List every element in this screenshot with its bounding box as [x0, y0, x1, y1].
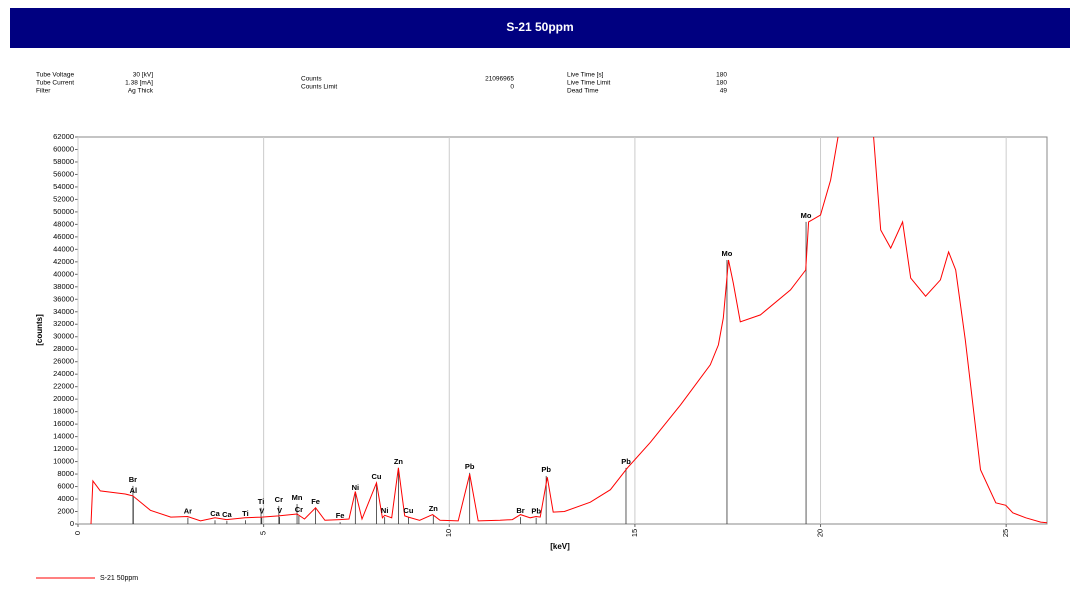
info-value: 1.38 [mA]: [125, 80, 153, 87]
y-tick-label: 20000: [53, 394, 74, 403]
header-bar: [10, 8, 1070, 48]
info-value: Ag Thick: [128, 88, 154, 95]
peak-label: Fe: [336, 511, 345, 520]
peak-label: Ca: [210, 509, 220, 518]
peak-label: Cr: [275, 495, 283, 504]
peak-label: Mo: [722, 249, 733, 258]
peak-label: Br: [516, 506, 524, 515]
peak-label: Pb: [531, 507, 541, 516]
peak-label: Cr: [295, 505, 303, 514]
peak-label: Fe: [311, 497, 320, 506]
plot-frame: [77, 136, 1048, 525]
info-label: Live Time [s]: [567, 72, 604, 79]
peak-label: Al: [130, 486, 138, 495]
y-tick-label: 36000: [53, 294, 74, 303]
y-tick-label: 6000: [57, 482, 74, 491]
y-tick-label: 30000: [53, 332, 74, 341]
y-tick-label: 32000: [53, 319, 74, 328]
y-tick-label: 48000: [53, 219, 74, 228]
spectrum-line: [90, 137, 1047, 524]
y-tick-label: 28000: [53, 344, 74, 353]
peak-label: Ni: [352, 483, 360, 492]
peak-label: V: [259, 507, 264, 516]
info-label: Tube Current: [36, 80, 74, 87]
y-tick-label: 58000: [53, 157, 74, 166]
peak-label: Pb: [541, 465, 551, 474]
peak-label: Zn: [394, 457, 404, 466]
info-value: 49: [720, 88, 728, 95]
y-tick-label: 12000: [53, 444, 74, 453]
y-tick-label: 26000: [53, 357, 74, 366]
peak-label: Br: [129, 475, 137, 484]
peak-label: Mo: [801, 211, 812, 220]
x-axis-label: [keV]: [550, 542, 570, 551]
labels: 0 2000 4000 6000 8000 10000 12000 14000 16000 180…: [53, 132, 1010, 537]
y-tick-label: 22000: [53, 382, 74, 391]
y-tick-label: 10000: [53, 457, 74, 466]
info-label: Counts Limit: [301, 84, 337, 91]
y-tick-label: 14000: [53, 432, 74, 441]
y-tick-label: 18000: [53, 407, 74, 416]
info-value: 180: [716, 72, 727, 79]
info-value: 180: [716, 80, 727, 87]
info-value: 21096965: [485, 76, 514, 83]
peak-label: Ni: [381, 506, 389, 515]
peak-label: Ti: [242, 509, 249, 518]
info-label: Live Time Limit: [567, 80, 611, 87]
y-axis-label: [counts]: [35, 314, 44, 346]
info-label: Dead Time: [567, 88, 599, 95]
peak-label: Pb: [621, 457, 631, 466]
y-tick-label: 38000: [53, 282, 74, 291]
y-tick-label: 60000: [53, 144, 74, 153]
info-value: 30 [kV]: [133, 72, 153, 79]
peak-label: Cu: [403, 506, 413, 515]
x-tick-label: 20: [816, 529, 825, 537]
y-tick-label: 62000: [53, 132, 74, 141]
y-tick-label: 56000: [53, 169, 74, 178]
peak-label: Ca: [222, 510, 232, 519]
x-tick-label: 5: [259, 531, 268, 535]
plot-area: [90, 137, 1047, 524]
peak-label: Zn: [429, 504, 439, 513]
y-tick-label: 50000: [53, 207, 74, 216]
y-tick-label: 52000: [53, 194, 74, 203]
y-tick-label: 2000: [57, 507, 74, 516]
y-tick-label: 54000: [53, 182, 74, 191]
report-title: S-21 50ppm: [506, 20, 573, 34]
y-tick-label: 34000: [53, 307, 74, 316]
x-tick-label: 0: [73, 531, 82, 535]
x-tick-label: 25: [1001, 529, 1010, 537]
legend-label: S-21 50ppm: [100, 575, 138, 582]
peak-label: Cu: [371, 472, 381, 481]
y-tick-label: 16000: [53, 419, 74, 428]
y-tick-label: 4000: [57, 494, 74, 503]
peak-label: Ti: [258, 497, 265, 506]
peak-label: Ar: [184, 507, 192, 516]
x-tick-label: 10: [444, 529, 453, 537]
info-label: Tube Voltage: [36, 72, 74, 79]
grid: [75, 136, 1007, 527]
peak-label: Mn: [292, 493, 303, 502]
y-tick-label: 0: [70, 519, 74, 528]
peak-label: V: [277, 506, 282, 515]
y-tick-label: 8000: [57, 469, 74, 478]
info-value: 0: [510, 84, 514, 91]
info-label: Counts: [301, 76, 322, 83]
peak-label: Pb: [465, 462, 475, 471]
y-tick-label: 24000: [53, 369, 74, 378]
y-tick-label: 46000: [53, 232, 74, 241]
x-tick-label: 15: [630, 529, 639, 537]
y-tick-label: 44000: [53, 244, 74, 253]
info-label: Filter: [36, 88, 51, 95]
y-tick-label: 42000: [53, 257, 74, 266]
y-tick-label: 40000: [53, 269, 74, 278]
